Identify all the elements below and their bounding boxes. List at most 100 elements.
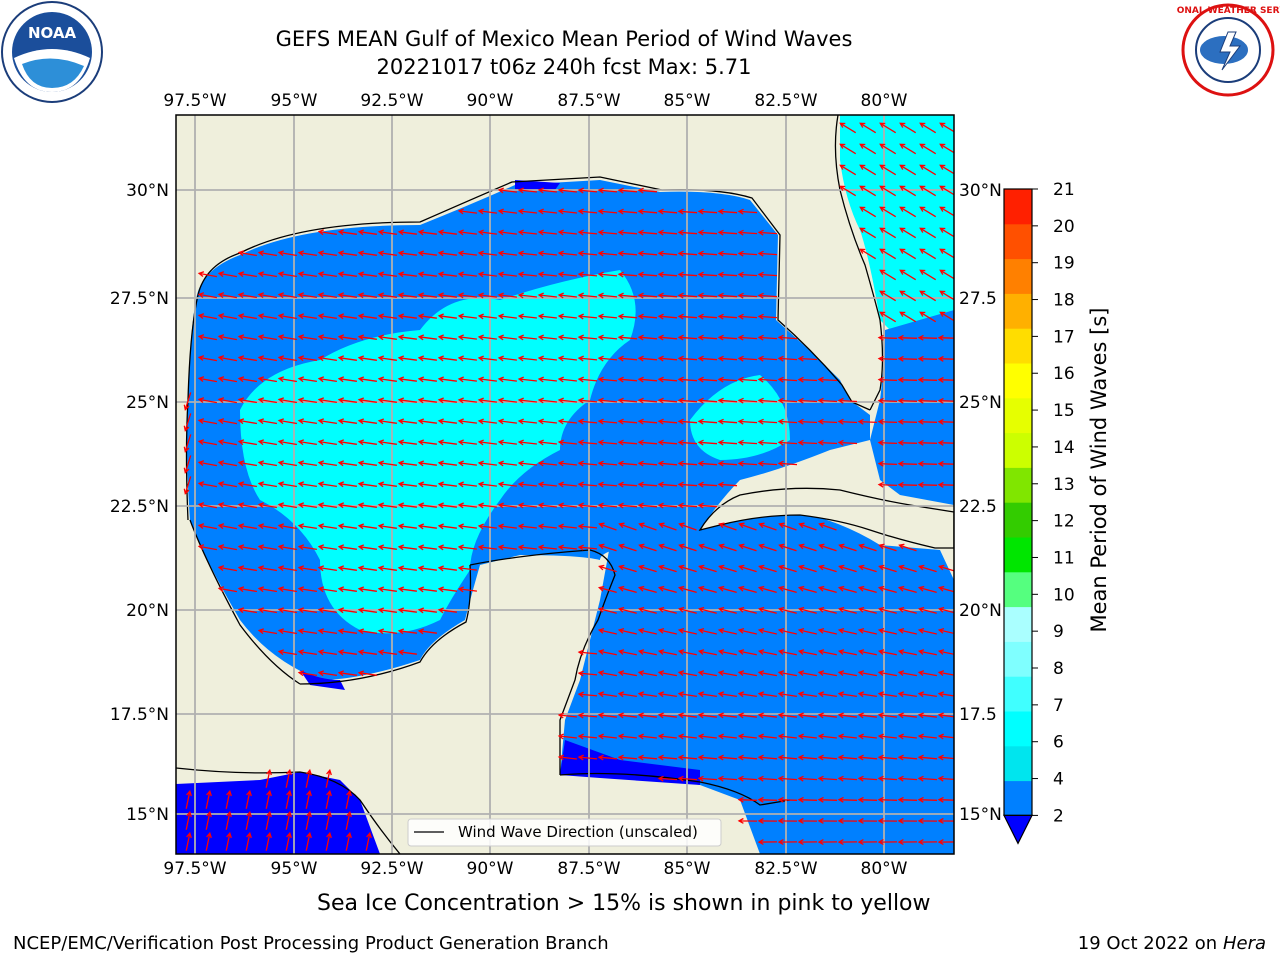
wind-arrow	[237, 271, 258, 278]
wind-arrow	[457, 355, 477, 362]
wind-arrow	[477, 418, 497, 425]
wind-arrow	[839, 185, 857, 197]
wind-arrow	[297, 544, 318, 551]
wind-arrow	[617, 481, 638, 488]
wind-arrow	[717, 460, 738, 467]
wind-arrow	[677, 313, 698, 320]
wind-arrow	[857, 691, 878, 698]
wind-arrow	[879, 269, 897, 281]
lon-label-top: 82.5°W	[754, 91, 817, 111]
wind-arrow	[297, 397, 318, 404]
wind-arrow	[877, 712, 897, 719]
lat-label-left: 20°N	[126, 601, 169, 621]
wind-arrow	[777, 460, 798, 467]
wind-arrow	[237, 460, 258, 467]
wind-arrow	[337, 523, 357, 530]
wind-arrow	[237, 523, 258, 530]
lon-label-top: 85°W	[664, 91, 711, 111]
wind-arrow	[337, 439, 357, 446]
wind-arrow	[857, 418, 878, 425]
wind-arrow	[557, 502, 577, 509]
wind-arrow	[677, 712, 697, 719]
wind-arrow	[917, 754, 938, 761]
wind-arrow	[257, 250, 278, 257]
wind-arrow	[919, 122, 937, 134]
wind-arrow	[577, 397, 598, 404]
wind-arrow	[617, 334, 638, 341]
wind-arrow	[817, 775, 838, 782]
wind-arrow	[637, 271, 658, 278]
wind-arrow	[217, 292, 238, 299]
wind-arrow	[717, 376, 738, 383]
lat-label-left: 27.5°N	[110, 289, 169, 309]
wind-arrow	[697, 355, 718, 362]
lon-label-bottom: 82.5°W	[754, 859, 817, 879]
wind-arrow	[237, 250, 258, 257]
wind-arrow	[757, 691, 778, 698]
wind-arrow	[277, 607, 298, 614]
colorbar-tick-label: 4	[1053, 770, 1064, 790]
wind-arrow	[638, 543, 657, 552]
wind-arrow	[537, 439, 557, 446]
wind-arrow	[257, 460, 278, 467]
wind-arrow	[437, 544, 457, 551]
wind-arrow	[225, 831, 232, 851]
wind-arrow	[537, 418, 557, 425]
wind-arrow	[277, 481, 298, 488]
wind-arrow	[718, 543, 737, 552]
wind-arrow	[817, 627, 837, 635]
wind-arrow	[738, 522, 757, 531]
wind-arrow	[337, 502, 357, 509]
lat-label-right: 30°N	[959, 181, 1002, 201]
wind-arrow	[517, 523, 537, 530]
wind-arrow	[517, 439, 537, 446]
wind-arrow	[265, 831, 272, 851]
wind-arrow	[777, 775, 798, 782]
wind-arrow	[658, 564, 677, 573]
wind-arrow	[637, 460, 658, 467]
wind-arrow	[497, 313, 517, 320]
wind-arrow	[697, 271, 718, 278]
wind-arrow	[637, 439, 658, 446]
wind-arrow	[637, 376, 658, 383]
lon-labels-top: 97.5°W 95°W 92.5°W 90°W 87.5°W 85°W 82.5°W 80°W	[163, 91, 907, 111]
wind-arrow	[697, 649, 717, 656]
wind-arrow	[838, 543, 857, 552]
wind-arrow	[657, 439, 678, 446]
map-frame	[175, 114, 955, 855]
wind-arrow	[637, 355, 658, 362]
wind-arrow	[597, 460, 618, 467]
wind-arrow	[277, 649, 298, 656]
wind-arrow	[717, 754, 738, 761]
wind-wave-arrows	[183, 122, 954, 851]
wind-arrow	[939, 227, 954, 238]
wind-arrow	[357, 481, 377, 488]
wind-arrow	[897, 418, 918, 425]
wind-arrow	[837, 418, 858, 425]
wind-arrow	[737, 439, 758, 446]
wind-arrow	[617, 627, 637, 635]
wind-arrow	[357, 502, 377, 509]
wind-arrow	[717, 397, 738, 404]
wind-arrow	[497, 229, 517, 236]
wind-arrow	[557, 334, 577, 341]
wind-arrow	[897, 733, 917, 740]
wind-arrow	[598, 522, 617, 531]
wind-arrow	[397, 523, 417, 530]
wind-arrow	[657, 754, 678, 761]
wind-arrow	[877, 460, 898, 467]
wind-arrow	[797, 418, 818, 425]
wind-arrow	[597, 733, 617, 740]
wind-arrow	[898, 606, 917, 614]
wind-arrow	[757, 796, 778, 803]
wind-arrow	[517, 187, 537, 194]
wind-arrow	[897, 376, 918, 383]
wind-arrow	[677, 250, 698, 257]
wind-arrow	[557, 292, 577, 299]
wind-arrow	[859, 206, 877, 218]
wind-arrow	[357, 334, 377, 341]
wind-arrow	[297, 439, 318, 446]
wind-arrow	[297, 292, 318, 299]
wind-arrow	[717, 292, 738, 299]
wind-arrow	[839, 164, 857, 176]
